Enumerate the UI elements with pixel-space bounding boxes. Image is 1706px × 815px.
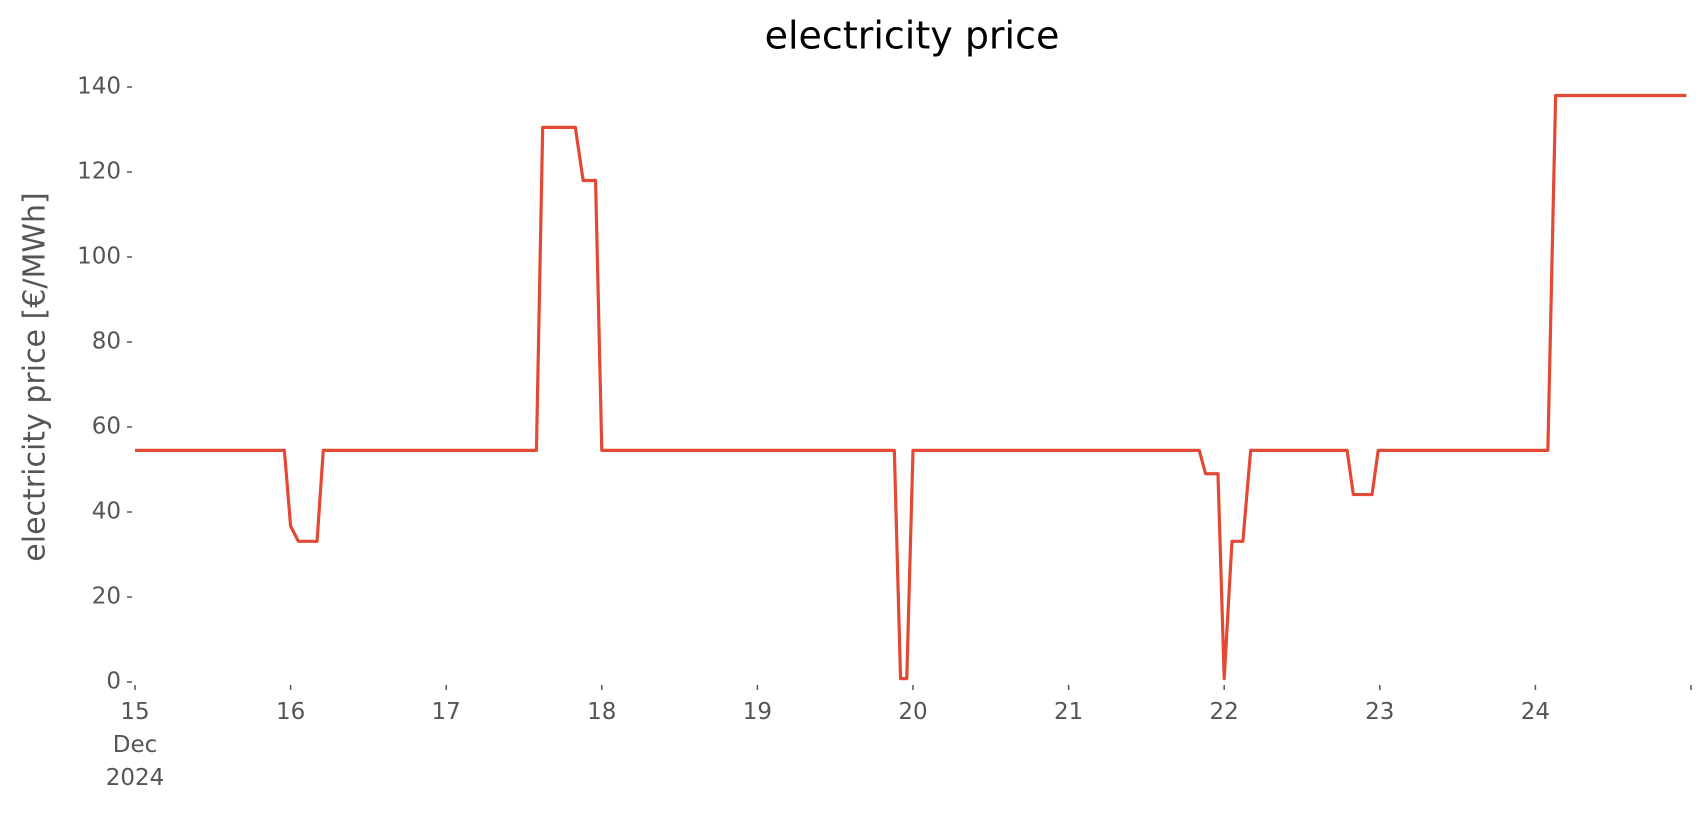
- x-tick-label: 22: [1210, 699, 1239, 725]
- y-tick-label: 140: [77, 74, 121, 100]
- y-tick-label: 100: [77, 244, 121, 270]
- y-tick-label: 0: [106, 669, 121, 695]
- line-series: [135, 93, 1687, 681]
- y-tick-label: 80: [92, 329, 121, 355]
- chart-title: electricity price: [765, 14, 1060, 58]
- y-tick-label: 120: [77, 159, 121, 185]
- y-tick-label: 60: [92, 414, 121, 440]
- x-tick-label: 15 Dec 2024: [106, 699, 165, 791]
- x-tick-label: 21: [1054, 699, 1083, 725]
- x-tick-label: 17: [432, 699, 461, 725]
- x-tick-label: 20: [898, 699, 927, 725]
- y-axis-label: electricity price [€/MWh]: [18, 192, 53, 561]
- x-tick-label: 23: [1365, 699, 1394, 725]
- y-tick-label: 40: [92, 499, 121, 525]
- y-tick-label: 20: [92, 584, 121, 610]
- x-tick-label: 24: [1521, 699, 1550, 725]
- x-tick-label: 19: [743, 699, 772, 725]
- x-tick-label: 18: [587, 699, 616, 725]
- x-tick-label: 16: [276, 699, 305, 725]
